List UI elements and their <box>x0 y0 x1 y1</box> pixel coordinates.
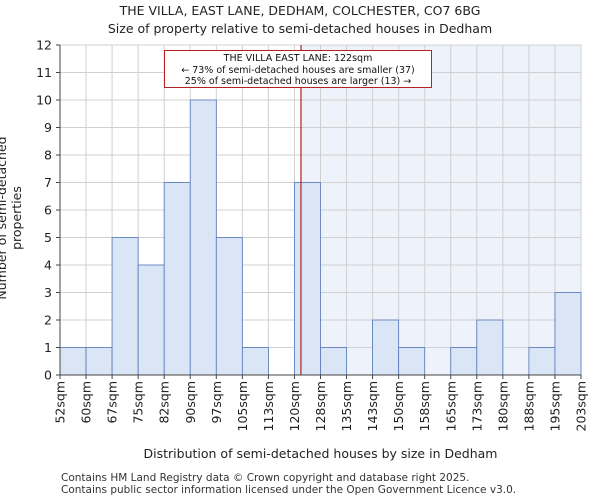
x-tick-label: 52sqm <box>53 381 68 424</box>
footer-line-1: Contains HM Land Registry data © Crown c… <box>61 472 470 484</box>
x-tick-label: 67sqm <box>105 381 120 424</box>
y-tick-label: 1 <box>44 340 52 355</box>
x-tick-label: 97sqm <box>209 381 224 424</box>
y-tick-label: 4 <box>44 258 52 273</box>
bars <box>59 99 582 376</box>
y-axis-label: Number of semi-detached properties <box>0 136 24 300</box>
x-ticks: 52sqm 60sqm 67sqm 75sqm 82sqm 90sqm 97sqm 105sq… <box>53 375 589 431</box>
chart-subtitle: Size of property relative to semi-detach… <box>107 21 493 36</box>
y-tick-label: 3 <box>44 285 52 300</box>
x-tick-label: 75sqm <box>131 381 146 424</box>
bar <box>59 347 87 376</box>
y-tick-label: 10 <box>36 93 52 108</box>
y-tick-label: 7 <box>44 175 52 190</box>
bar <box>372 319 400 376</box>
bar <box>320 347 347 376</box>
x-tick-label: 203sqm <box>574 381 589 431</box>
y-tick-label: 12 <box>36 38 52 53</box>
y-tick-label: 11 <box>36 65 52 80</box>
bar <box>111 237 139 376</box>
bar <box>450 347 478 376</box>
y-tick-label: 0 <box>44 368 52 383</box>
bar <box>398 347 426 376</box>
x-tick-label: 158sqm <box>417 381 432 431</box>
bar <box>189 99 217 376</box>
x-tick-label: 82sqm <box>157 381 172 424</box>
annotation-line-1: THE VILLA EAST LANE: 122sqm <box>223 53 373 64</box>
y-tick-label: 8 <box>44 148 52 163</box>
y-tick-label: 2 <box>44 313 52 328</box>
x-axis-label: Distribution of semi-detached houses by … <box>143 446 498 461</box>
annotation-line-3: 25% of semi-detached houses are larger (… <box>184 76 412 87</box>
bar <box>241 347 269 376</box>
x-tick-label: 135sqm <box>339 381 354 431</box>
x-tick-label: 105sqm <box>235 381 250 431</box>
bar <box>215 237 243 376</box>
bar <box>163 182 191 376</box>
bar <box>294 182 321 376</box>
x-tick-label: 60sqm <box>79 381 94 424</box>
x-tick-label: 195sqm <box>547 381 562 431</box>
bar <box>85 347 113 376</box>
property-annotation: THE VILLA EAST LANE: 122sqm ← 73% of sem… <box>164 50 432 88</box>
x-tick-label: 188sqm <box>521 381 536 431</box>
y-tick-label: 6 <box>44 203 52 218</box>
x-tick-label: 150sqm <box>391 381 406 431</box>
x-tick-label: 113sqm <box>261 381 276 431</box>
bar <box>476 319 504 376</box>
bar <box>528 347 556 376</box>
bar <box>554 292 582 376</box>
x-tick-label: 173sqm <box>469 381 484 431</box>
x-tick-label: 180sqm <box>495 381 510 431</box>
x-tick-label: 90sqm <box>183 381 198 424</box>
x-tick-label: 120sqm <box>287 381 302 431</box>
footer-line-2: Contains public sector information licen… <box>61 484 517 496</box>
x-tick-label: 128sqm <box>313 381 328 431</box>
x-tick-label: 143sqm <box>365 381 380 431</box>
bar <box>137 264 165 376</box>
chart-title: THE VILLA, EAST LANE, DEDHAM, COLCHESTER… <box>119 3 481 18</box>
annotation-line-2: ← 73% of semi-detached houses are smalle… <box>181 64 415 76</box>
y-tick-label: 9 <box>44 120 52 135</box>
x-tick-label: 165sqm <box>443 381 458 431</box>
y-tick-label: 5 <box>44 230 52 245</box>
